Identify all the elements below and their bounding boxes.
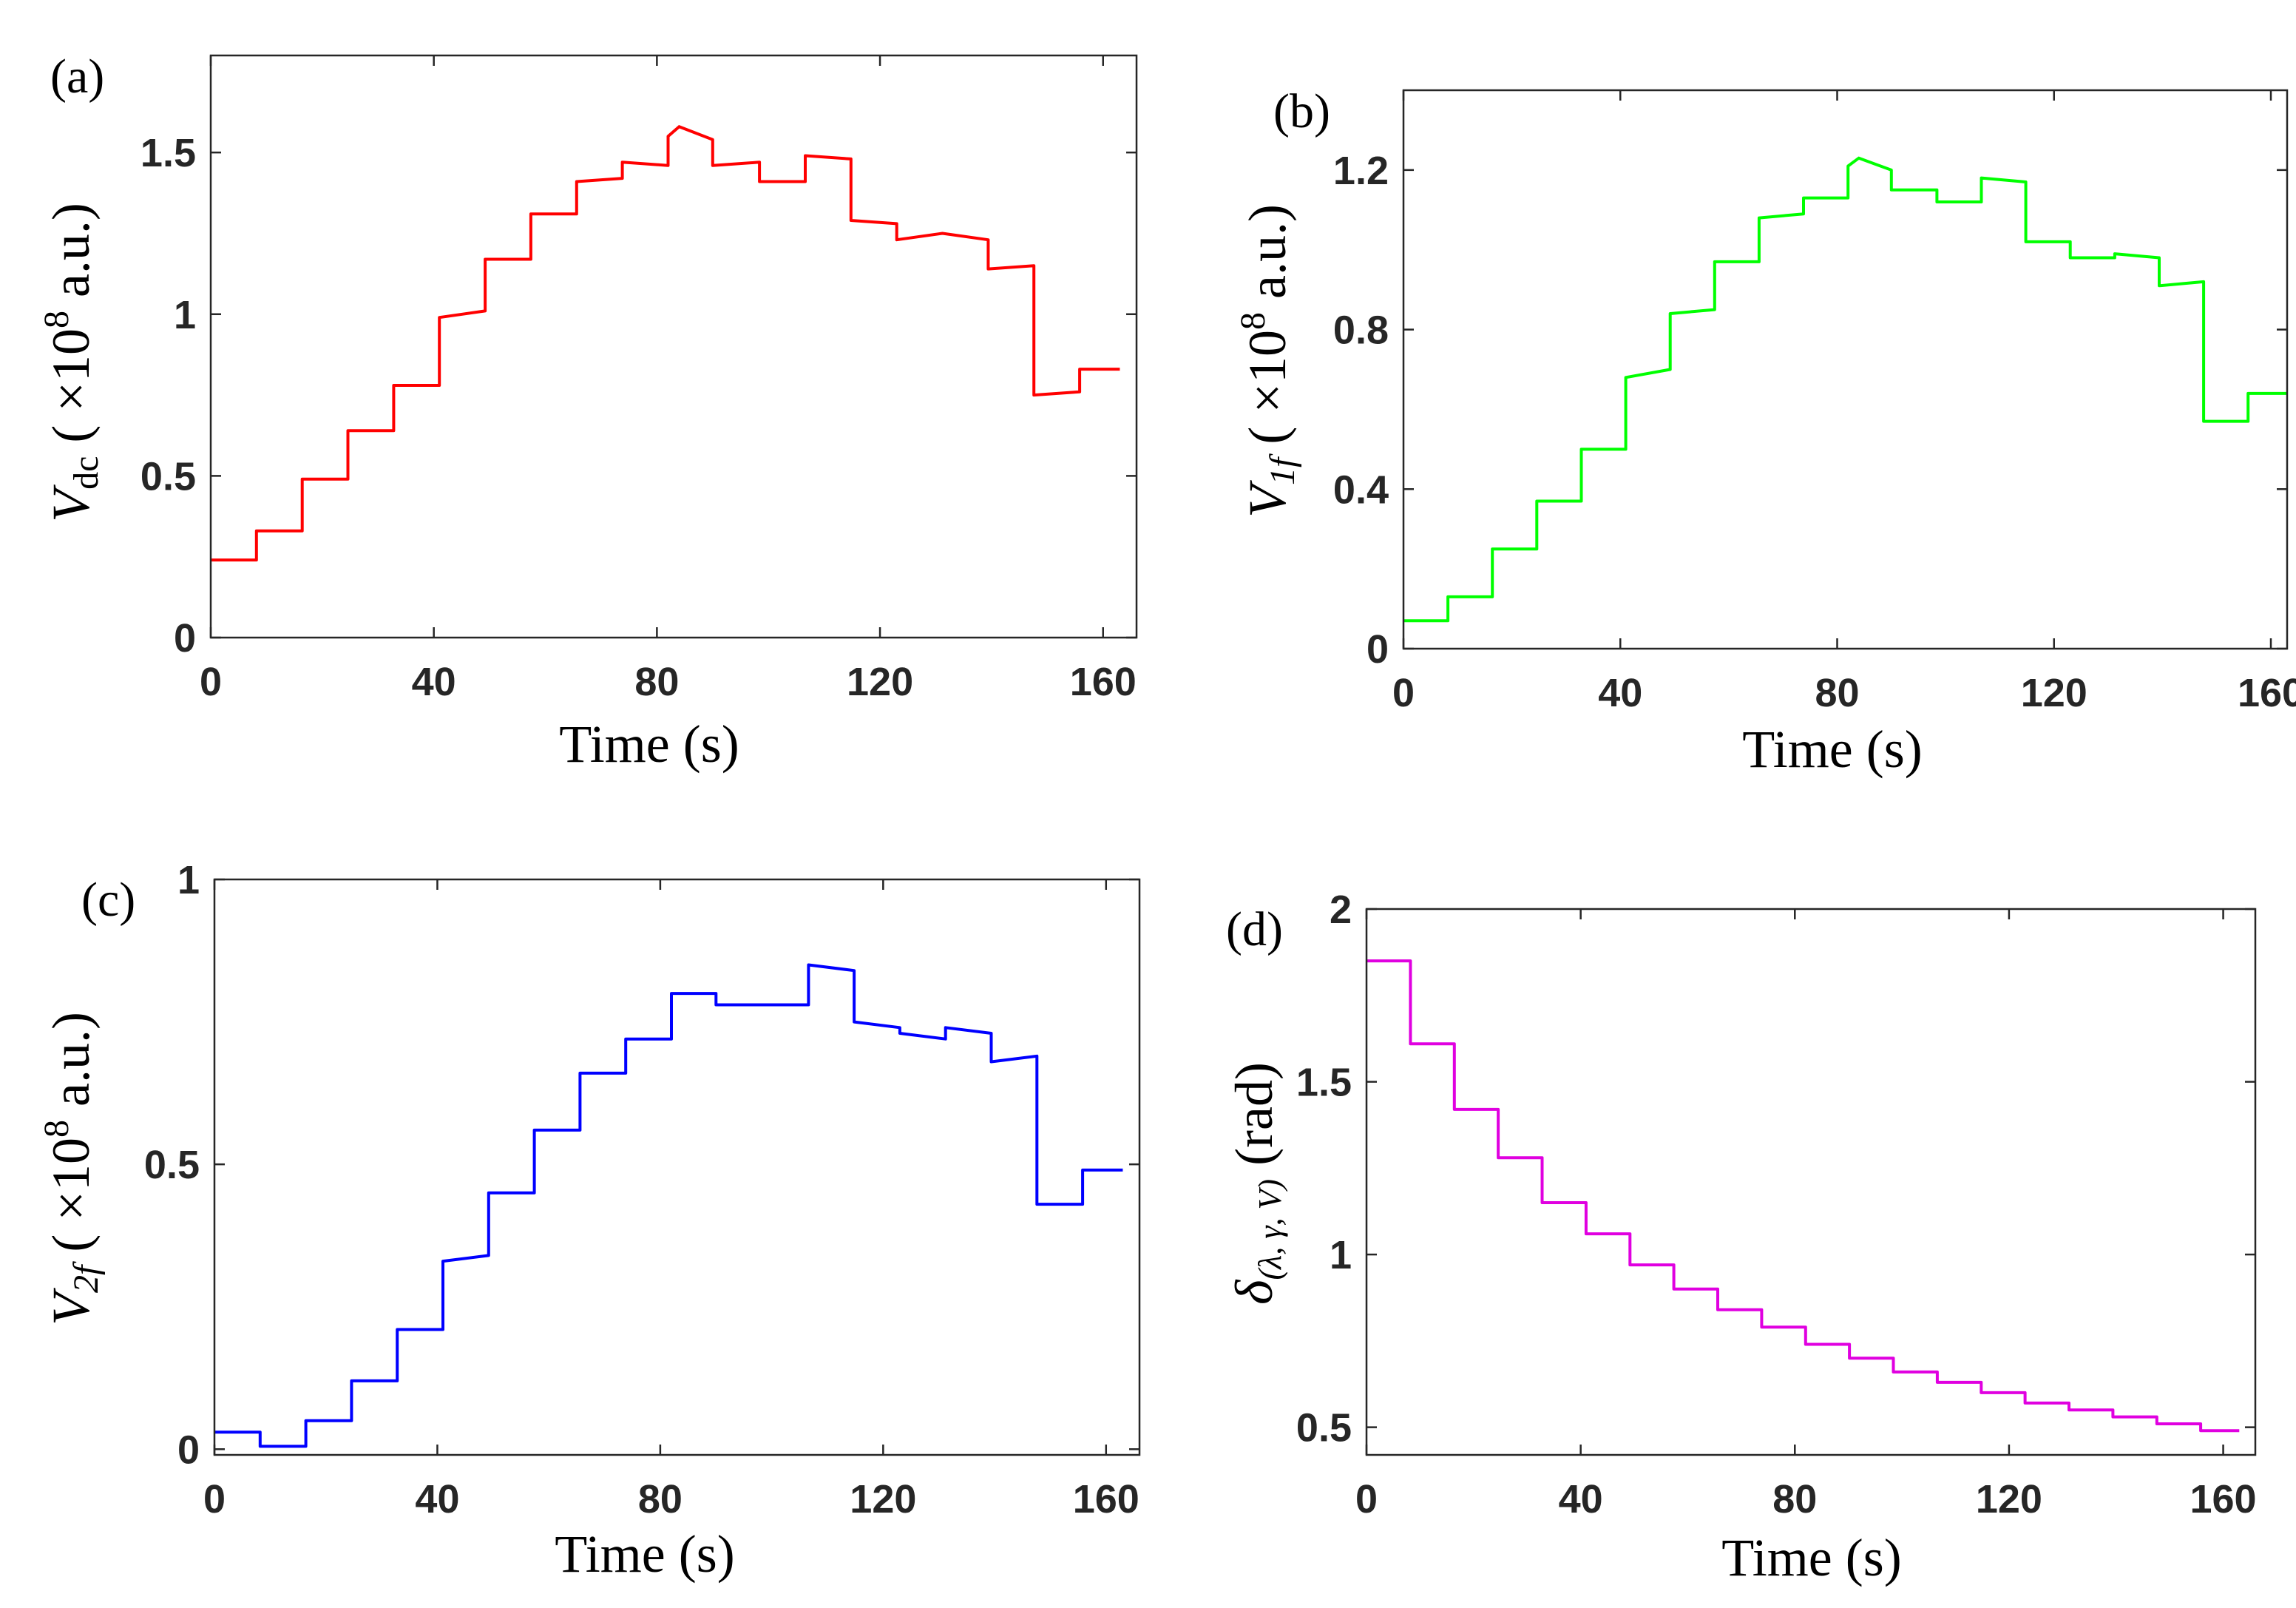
x-tick-label-d: 160 (2190, 1477, 2256, 1521)
ylabel-c-symbol: V (41, 1288, 101, 1325)
x-tick-label-b: 160 (2238, 671, 2296, 715)
panel-b: (b) V1f ( ×108 a.u.) Time (s) 0 40 80 120 16… (1233, 84, 2296, 779)
ylabel-b-symbol: V (1238, 480, 1297, 518)
x-tick-label-a: 160 (1070, 660, 1137, 704)
x-tick-label-c: 120 (850, 1477, 916, 1521)
xlabel-c: Time (s) (555, 1524, 734, 1584)
svg-text:V2f ( ×108 a.u.): V2f ( ×108 a.u.) (37, 1012, 106, 1325)
y-tick-label-b: 0.4 (1333, 467, 1389, 512)
ylabel-b-unit-post: a.u.) (1238, 204, 1297, 312)
ylabel-c-unit-post: a.u.) (41, 1012, 101, 1120)
x-tick-label-d: 120 (1976, 1477, 2042, 1521)
x-tick-label-d: 80 (1772, 1477, 1817, 1521)
xlabel-b: Time (s) (1742, 720, 1922, 779)
ylabel-d-symbol: δ (1225, 1279, 1284, 1305)
panel-a: (a) Vdc ( ×108 a.u.) Time (s) 0 40 80 120 16… (37, 50, 1138, 774)
x-tick-label-b: 80 (1815, 671, 1859, 715)
panel-label-a: (a) (50, 50, 104, 104)
plot-frame-d (1365, 908, 2257, 1456)
x-tick-label-d: 40 (1559, 1477, 1603, 1521)
ylabel-d-sub: (λ, γ, V) (1252, 1179, 1288, 1280)
series-line-a-Vdc (211, 125, 1120, 562)
x-tick-label-a: 80 (634, 660, 679, 704)
y-tick-label-d: 0.5 (1296, 1406, 1352, 1450)
y-tick-label-c: 1 (177, 858, 200, 902)
y-tick-label-b: 1.2 (1333, 149, 1389, 193)
plot-frame-c (213, 878, 1141, 1456)
x-tick-label-b: 120 (2021, 671, 2087, 715)
x-tick-label-c: 0 (203, 1477, 226, 1521)
ylabel-a-unit-post: a.u.) (41, 203, 101, 311)
ylabel-b-sub: 1f (1263, 453, 1302, 485)
y-tick-label-d: 1.5 (1296, 1061, 1352, 1105)
ylabel-a: Vdc ( ×108 a.u.) (37, 203, 106, 522)
y-tick-label-d: 2 (1330, 888, 1352, 932)
svg-text:Vdc ( ×108 a.u.): Vdc ( ×108 a.u.) (37, 203, 106, 522)
ylabel-b: V1f ( ×108 a.u.) (1233, 204, 1302, 518)
x-tick-label-a: 120 (847, 660, 913, 704)
svg-text:V1f ( ×108 a.u.): V1f ( ×108 a.u.) (1233, 204, 1302, 518)
x-tick-label-c: 80 (638, 1477, 683, 1521)
ylabel-c-sub: 2f (67, 1261, 106, 1293)
panel-label-b: (b) (1273, 84, 1330, 138)
series-line-c-V2f (214, 963, 1123, 1448)
panel-c: (c) V2f ( ×108 a.u.) Time (s) 0 40 80 120 16… (37, 858, 1141, 1584)
ylabel-c: V2f ( ×108 a.u.) (37, 1012, 106, 1325)
y-tick-label-a: 0.5 (140, 454, 196, 499)
series-line-b-V1f (1403, 156, 2287, 623)
ylabel-a-unit-pre: ( ×10 (41, 328, 101, 456)
ylabel-d: δ(λ, γ, V) (rad) (1225, 1062, 1288, 1305)
y-tick-label-b: 0.8 (1333, 308, 1389, 353)
x-tick-label-b: 0 (1392, 671, 1415, 715)
y-tick-label-c: 0 (177, 1428, 200, 1472)
panel-d: (d) δ(λ, γ, V) (rad) Time (s) 0 40 80 120 16… (1225, 888, 2257, 1587)
ylabel-c-unit-pre: ( ×10 (41, 1138, 101, 1266)
y-tick-label-a: 1 (174, 293, 196, 337)
plot-frame-a (209, 54, 1138, 639)
ylabel-d-unit-pre: (rad) (1225, 1062, 1284, 1179)
panel-label-d: (d) (1226, 902, 1283, 956)
x-tick-label-c: 160 (1073, 1477, 1139, 1521)
xlabel-a: Time (s) (559, 715, 739, 774)
x-tick-label-c: 40 (415, 1477, 459, 1521)
svg-text:δ(λ, γ, V) (rad): δ(λ, γ, V) (rad) (1225, 1062, 1288, 1305)
y-tick-label-d: 1 (1330, 1233, 1352, 1277)
panel-label-c: (c) (81, 873, 135, 927)
ylabel-b-unit-pre: ( ×10 (1238, 330, 1297, 458)
x-tick-label-a: 0 (200, 660, 222, 704)
ylabel-a-unit-sup: 8 (37, 311, 76, 328)
y-tick-label-c: 0.5 (144, 1143, 200, 1187)
y-tick-label-a: 1.5 (140, 131, 196, 175)
xlabel-d: Time (s) (1721, 1528, 1901, 1587)
x-tick-label-d: 0 (1355, 1477, 1378, 1521)
series-line-d-delta (1367, 959, 2240, 1433)
ylabel-a-symbol: V (41, 484, 101, 522)
ylabel-c-unit-sup: 8 (37, 1120, 76, 1138)
y-tick-label-b: 0 (1367, 627, 1389, 672)
x-tick-label-b: 40 (1598, 671, 1642, 715)
y-tick-label-a: 0 (174, 616, 196, 661)
plot-frame-b (1402, 89, 2289, 650)
ylabel-a-sub: dc (67, 456, 106, 490)
ylabel-b-unit-sup: 8 (1233, 312, 1273, 330)
x-tick-label-a: 40 (412, 660, 456, 704)
